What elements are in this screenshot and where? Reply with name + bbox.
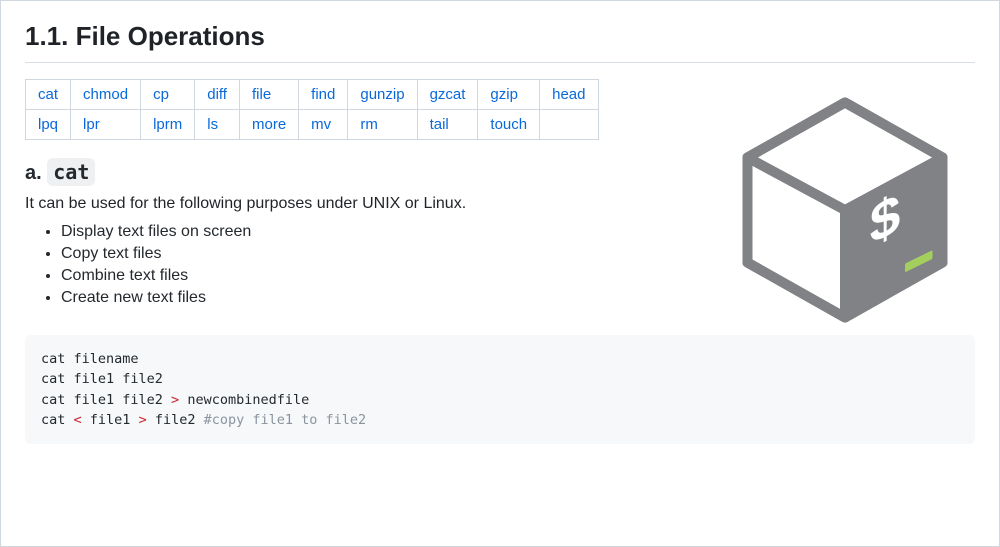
code-block: cat filename cat file1 file2 cat file1 f…: [25, 335, 975, 444]
table-cell: mv: [299, 110, 348, 140]
table-cell: rm: [348, 110, 417, 140]
command-link-gzip[interactable]: gzip: [490, 86, 518, 103]
commands-table: cat chmod cp diff file find gunzip gzcat gzip hea…: [25, 79, 599, 140]
table-row: cat chmod cp diff file find gunzip gzcat gzip hea…: [26, 80, 599, 110]
section-heading: a. cat: [25, 160, 695, 185]
table-cell: more: [239, 110, 298, 140]
command-link-lpq[interactable]: lpq: [38, 116, 58, 133]
section-code: cat: [47, 158, 95, 186]
table-cell: ls: [195, 110, 240, 140]
command-link-chmod[interactable]: chmod: [83, 86, 128, 103]
command-link-gunzip[interactable]: gunzip: [360, 86, 404, 103]
table-cell: [540, 110, 598, 140]
command-link-more[interactable]: more: [252, 116, 286, 133]
title-divider: [25, 62, 975, 63]
section-prefix: a.: [25, 162, 47, 184]
table-cell: chmod: [71, 80, 141, 110]
table-cell: gzcat: [417, 80, 478, 110]
table-cell: diff: [195, 80, 240, 110]
page-title: 1.1. File Operations: [25, 21, 975, 52]
table-cell: lpq: [26, 110, 71, 140]
command-link-diff[interactable]: diff: [207, 86, 227, 103]
command-link-lpr[interactable]: lpr: [83, 116, 100, 133]
command-link-cp[interactable]: cp: [153, 86, 169, 103]
command-link-ls[interactable]: ls: [207, 116, 218, 133]
list-item: Copy text files: [61, 245, 695, 263]
table-cell: file: [239, 80, 298, 110]
command-link-tail[interactable]: tail: [430, 116, 449, 133]
table-cell: cat: [26, 80, 71, 110]
section-description: It can be used for the following purpose…: [25, 195, 695, 213]
table-cell: tail: [417, 110, 478, 140]
right-column: $: [715, 79, 975, 335]
command-link-rm[interactable]: rm: [360, 116, 378, 133]
list-item: Create new text files: [61, 289, 695, 307]
page: 1.1. File Operations cat chmod cp diff file f…: [0, 0, 1000, 547]
list-item: Combine text files: [61, 267, 695, 285]
command-link-touch[interactable]: touch: [490, 116, 527, 133]
table-cell: head: [540, 80, 598, 110]
command-link-find[interactable]: find: [311, 86, 335, 103]
list-item: Display text files on screen: [61, 223, 695, 241]
content-row: cat chmod cp diff file find gunzip gzcat gzip hea…: [25, 79, 975, 335]
command-link-mv[interactable]: mv: [311, 116, 331, 133]
table-cell: find: [299, 80, 348, 110]
command-link-gzcat[interactable]: gzcat: [430, 86, 466, 103]
table-cell: cp: [141, 80, 195, 110]
command-link-head[interactable]: head: [552, 86, 585, 103]
table-cell: lprm: [141, 110, 195, 140]
bullet-list: Display text files on screen Copy text fi…: [25, 223, 695, 307]
terminal-icon: $: [720, 85, 970, 335]
left-column: cat chmod cp diff file find gunzip gzcat gzip hea…: [25, 79, 695, 321]
command-link-cat[interactable]: cat: [38, 86, 58, 103]
command-link-file[interactable]: file: [252, 86, 271, 103]
table-cell: gzip: [478, 80, 540, 110]
command-link-lprm[interactable]: lprm: [153, 116, 182, 133]
table-cell: touch: [478, 110, 540, 140]
table-row: lpq lpr lprm ls more mv rm tail touch: [26, 110, 599, 140]
table-cell: gunzip: [348, 80, 417, 110]
table-cell: lpr: [71, 110, 141, 140]
